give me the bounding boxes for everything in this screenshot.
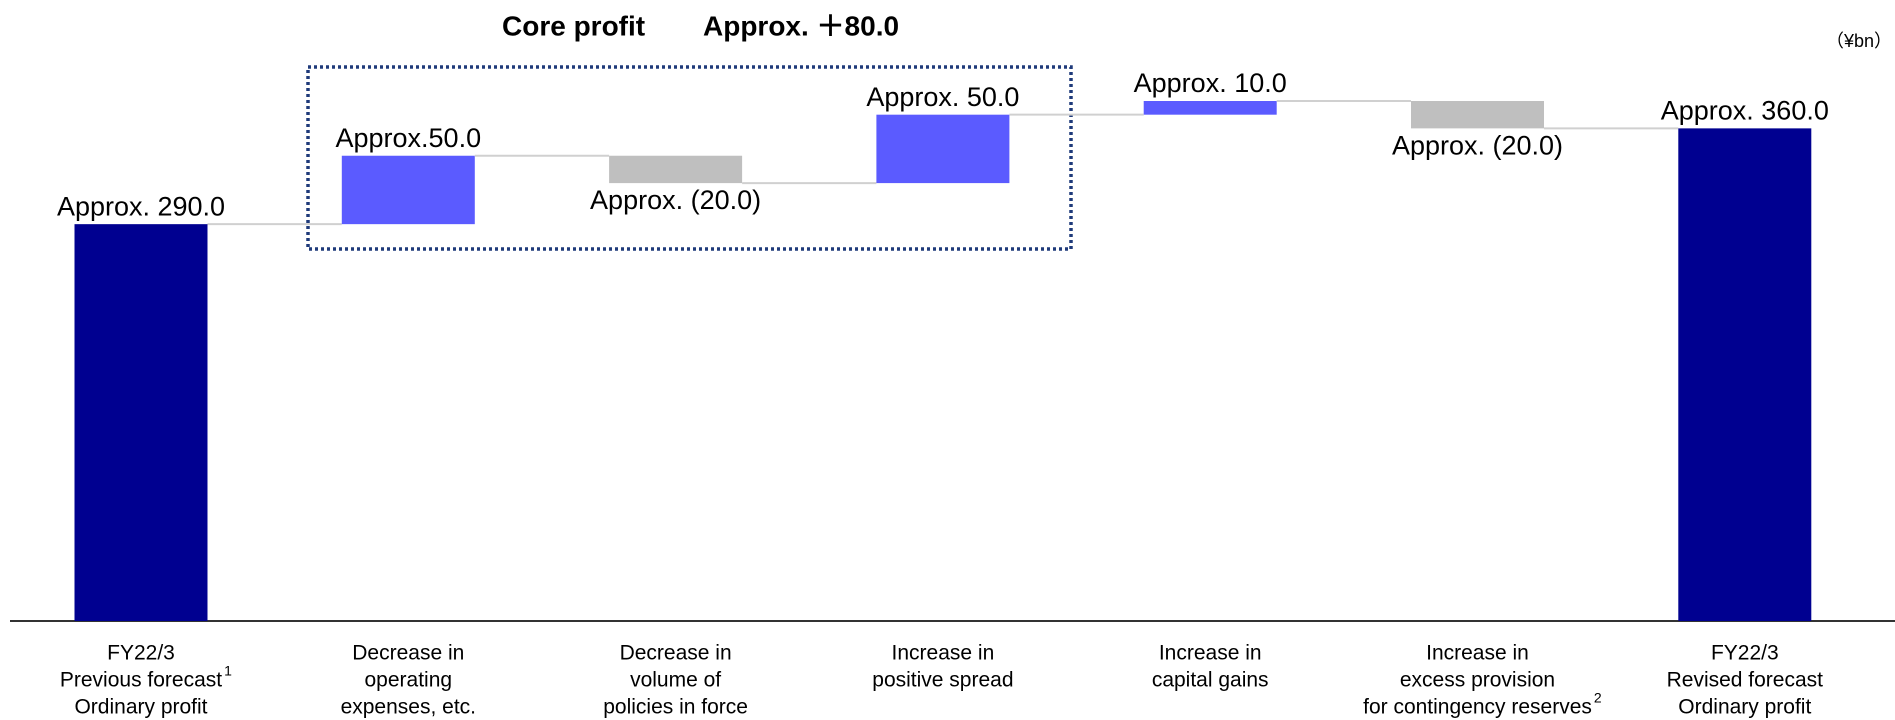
value-label: Approx.50.0	[335, 123, 481, 153]
x-tick-label: Ordinary profit	[1678, 696, 1811, 719]
x-tick-label: FY22/3	[107, 642, 175, 665]
bar	[609, 155, 743, 184]
bar	[876, 114, 1010, 184]
x-tick-label: for contingency reserves	[1363, 696, 1592, 719]
unit-label: （¥bn）	[1826, 31, 1892, 51]
x-tick-label: Decrease in	[352, 642, 464, 665]
x-tick-label: expenses, etc.	[341, 696, 476, 719]
x-tick-label: Decrease in	[620, 642, 732, 665]
x-tick-label: policies in force	[603, 696, 748, 719]
x-tick-label: volume of	[630, 669, 721, 692]
value-label: Approx. 290.0	[57, 191, 225, 221]
x-tick-label: excess provision	[1400, 669, 1555, 692]
x-tick-label: Ordinary profit	[74, 696, 207, 719]
x-tick-label: capital gains	[1152, 669, 1269, 692]
x-tick-label: operating	[365, 669, 453, 692]
bar	[74, 224, 208, 621]
bar	[1143, 101, 1277, 115]
x-tick-label: Increase in	[892, 642, 995, 665]
x-tick-label: FY22/3	[1711, 642, 1779, 665]
x-tick-label: Increase in	[1426, 642, 1529, 665]
value-label: Approx. 50.0	[866, 82, 1019, 112]
bar	[1678, 128, 1812, 622]
value-label: Approx. 10.0	[1134, 68, 1287, 98]
value-label: Approx. (20.0)	[1392, 130, 1563, 160]
annotation-label: Core profit	[502, 10, 645, 41]
core-profit-box	[306, 65, 1073, 251]
footnote-mark: 1	[224, 663, 232, 679]
x-tick-label: Previous forecast	[60, 669, 222, 692]
x-tick-label: positive spread	[872, 669, 1013, 692]
value-label: Approx. 360.0	[1661, 95, 1829, 125]
bar	[341, 155, 475, 225]
x-tick-label: Increase in	[1159, 642, 1262, 665]
annotation-value: Approx. ＋80.0	[703, 10, 899, 41]
value-label: Approx. (20.0)	[590, 185, 761, 215]
footnote-mark: 2	[1594, 690, 1602, 706]
bar	[1411, 101, 1544, 129]
x-tick-label: Revised forecast	[1667, 669, 1824, 692]
